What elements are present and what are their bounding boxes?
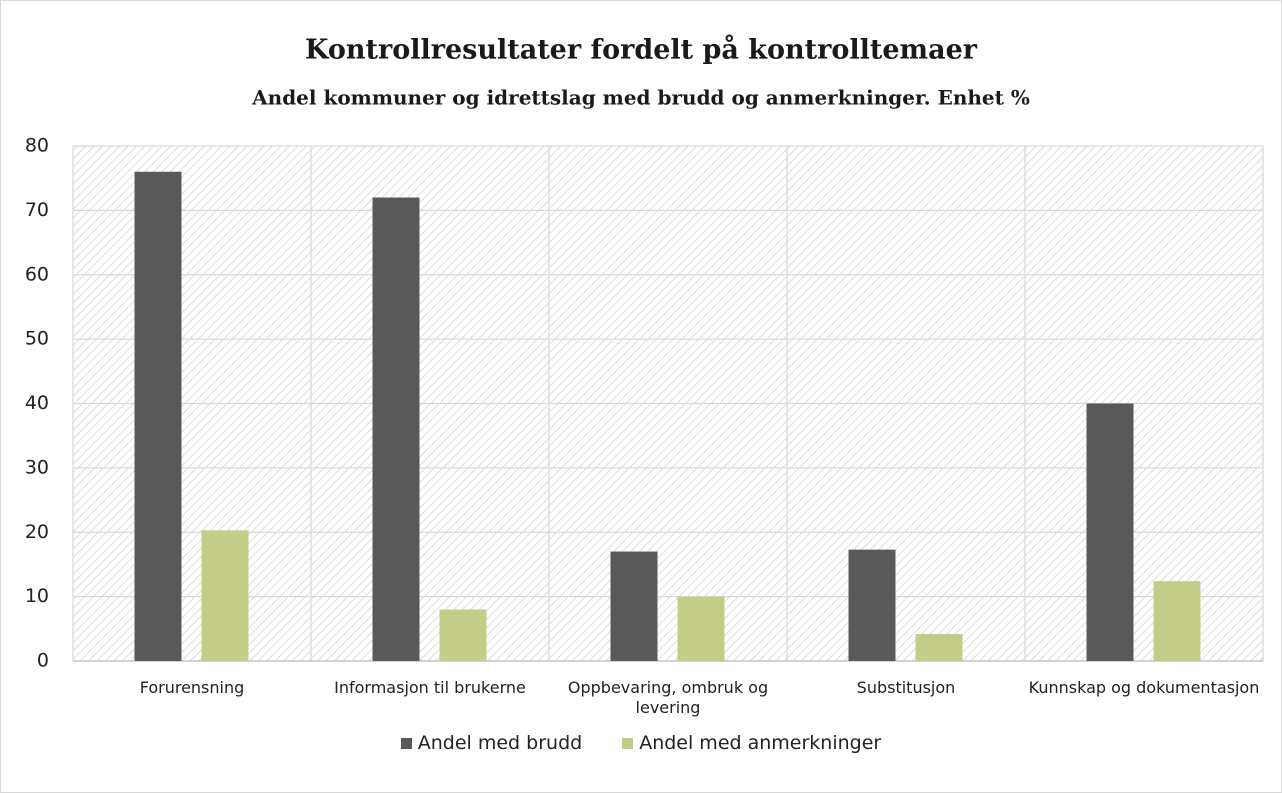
x-tick-label: Substitusjon — [856, 678, 956, 697]
bar — [848, 549, 896, 661]
y-tick-label: 80 — [25, 135, 49, 157]
bar — [610, 551, 658, 661]
y-tick-label: 0 — [37, 650, 49, 672]
y-tick-label: 10 — [25, 585, 49, 607]
y-tick-label: 40 — [25, 392, 49, 414]
bar — [915, 633, 963, 661]
bar — [134, 171, 182, 661]
y-tick-label: 50 — [25, 328, 49, 350]
y-tick-label: 70 — [25, 199, 49, 221]
legend-item: Andel med anmerkninger — [622, 732, 881, 754]
x-tick-label: Informasjon til brukerne — [334, 678, 526, 697]
y-tick-label: 60 — [25, 263, 49, 285]
bar — [677, 596, 725, 661]
y-tick-label: 20 — [25, 521, 49, 543]
x-tick-label: Oppbevaring, ombruk og levering — [567, 678, 769, 717]
legend-item: Andel med brudd — [400, 732, 583, 754]
bar — [201, 530, 249, 661]
legend-swatch — [622, 737, 634, 749]
bar — [439, 609, 487, 661]
y-tick-label: 30 — [25, 456, 49, 478]
bar — [1086, 403, 1134, 661]
bar — [372, 197, 420, 661]
bar — [1153, 581, 1201, 661]
chart-subtitle: Andel kommuner og idrettslag med brudd o… — [251, 86, 1030, 110]
legend-swatch — [400, 737, 412, 749]
x-tick-label: Kunnskap og dokumentasjon — [1028, 678, 1260, 697]
chart-title: Kontrollresultater fordelt på kontrollte… — [305, 33, 978, 66]
x-tick-label: Forurensning — [139, 678, 245, 697]
legend-label: Andel med brudd — [417, 732, 583, 754]
legend-label: Andel med anmerkninger — [639, 732, 882, 754]
legend: Andel med brudd Andel med anmerkninger — [1, 732, 1281, 754]
